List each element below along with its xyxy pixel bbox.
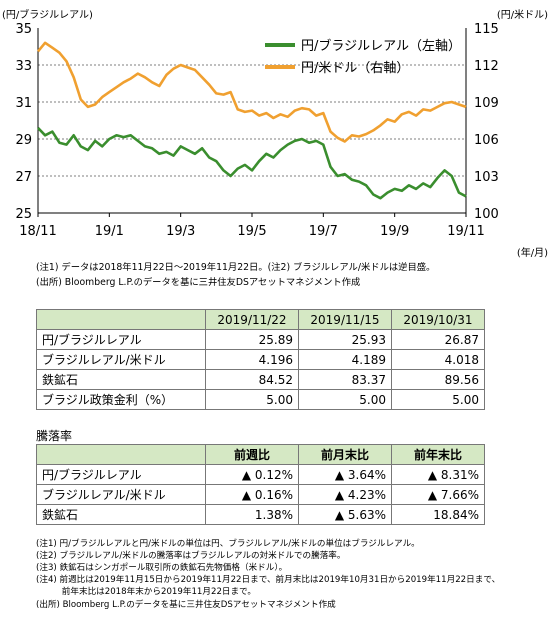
right-tick-label: 103: [474, 170, 499, 185]
series-line-1: [37, 126, 467, 200]
row-label: 円/ブラジルレアル: [36, 464, 206, 485]
left-tick-label: 35: [15, 22, 32, 37]
cell-value: 18.84%: [391, 504, 485, 525]
table-row: 鉄鉱石 1.38% ▲ 5.63% 18.84%: [36, 504, 485, 525]
cell-value: ▲ 0.16%: [205, 484, 299, 505]
row-label: ブラジルレアル/米ドル: [36, 349, 206, 370]
row-label: 鉄鉱石: [36, 369, 206, 390]
fluctuation-table-corner: [36, 444, 206, 465]
x-tick-label: 19/9: [380, 224, 409, 239]
table-row: 円/ブラジルレアル 25.89 25.93 26.87: [36, 329, 485, 350]
footnote-3: (注3) 鉄鉱石はシンガポール取引所の鉄鉱石先物価格（米ドル）。: [36, 563, 288, 573]
cell-value: ▲ 7.66%: [391, 484, 485, 505]
price-table-header: 2019/11/22 2019/11/15 2019/10/31: [36, 309, 485, 330]
x-tick-label: 19/1: [95, 224, 124, 239]
right-tick-label: 115: [474, 22, 499, 37]
right-tick-label: 100: [474, 207, 499, 222]
cell-value: 4.196: [205, 349, 299, 370]
fluctuation-table-col-3: 前年末比: [391, 444, 485, 465]
series-line-2: [36, 41, 467, 143]
footnote-5: 前年末比は2018年末から2019年11月22日まで。: [36, 587, 256, 597]
left-tick-label: 29: [15, 133, 32, 148]
left-tick-label: 27: [15, 170, 32, 185]
table-row: 鉄鉱石 84.52 83.37 89.56: [36, 369, 485, 390]
cell-value: 5.00: [391, 389, 485, 410]
cell-value: ▲ 3.64%: [298, 464, 392, 485]
price-table-col-3: 2019/10/31: [391, 309, 485, 330]
cell-value: 89.56: [391, 369, 485, 390]
cell-value: ▲ 8.31%: [391, 464, 485, 485]
price-table-col-2: 2019/11/15: [298, 309, 392, 330]
footnote-1: (注1) 円/ブラジルレアルと円/米ドルの単位は円、ブラジルレアル/米ドルの単位…: [36, 539, 420, 549]
row-label: 鉄鉱石: [36, 504, 206, 525]
right-tick-label: 106: [474, 133, 499, 148]
cell-value: ▲ 5.63%: [298, 504, 392, 525]
cell-value: 25.89: [205, 329, 299, 350]
left-tick-label: 25: [15, 207, 32, 222]
legend-label-1: 円/ブラジルレアル（左軸）: [301, 38, 461, 54]
fluctuation-table: 前週比 前月末比 前年末比 円/ブラジルレアル ▲ 0.12% ▲ 3.64% …: [36, 444, 485, 525]
cell-value: 4.189: [298, 349, 392, 370]
fluctuation-table-col-2: 前月末比: [298, 444, 392, 465]
x-tick-label: 18/11: [19, 224, 56, 239]
price-table: 2019/11/22 2019/11/15 2019/10/31 円/ブラジルレ…: [36, 309, 485, 410]
cell-value: 25.93: [298, 329, 392, 350]
left-tick-label: 31: [15, 96, 32, 111]
row-label: 円/ブラジルレアル: [36, 329, 206, 350]
row-label: ブラジル政策金利（%）: [36, 389, 206, 410]
left-tick-label: 33: [15, 59, 32, 74]
cell-value: 83.37: [298, 369, 392, 390]
cell-value: 84.52: [205, 369, 299, 390]
table-row: ブラジルレアル/米ドル 4.196 4.189 4.018: [36, 349, 485, 370]
footnote-4: (注4) 前週比は2019年11月15日から2019年11月22日まで、前月末比…: [36, 575, 501, 585]
cell-value: 1.38%: [205, 504, 299, 525]
fluctuation-table-col-1: 前週比: [205, 444, 299, 465]
right-axis-title: (円/米ドル): [497, 8, 548, 21]
x-unit-label: (年/月): [517, 246, 548, 259]
chart-note-1: (注1) データは2018年11月22日～2019年11月22日。(注2) ブラ…: [36, 262, 436, 273]
cell-value: ▲ 0.12%: [205, 464, 299, 485]
legend-label-2: 円/米ドル（右軸）: [301, 61, 409, 76]
table-row: ブラジルレアル/米ドル ▲ 0.16% ▲ 4.23% ▲ 7.66%: [36, 484, 485, 505]
cell-value: 4.018: [391, 349, 485, 370]
fluctuation-title: 騰落率: [36, 429, 73, 443]
cell-value: 26.87: [391, 329, 485, 350]
x-tick-label: 19/11: [447, 224, 484, 239]
x-tick-label: 19/5: [237, 224, 266, 239]
right-tick-label: 109: [474, 96, 499, 111]
x-tick-label: 19/7: [309, 224, 338, 239]
table-row: ブラジル政策金利（%） 5.00 5.00 5.00: [36, 389, 485, 410]
left-axis-title: (円/ブラジルレアル): [2, 8, 93, 21]
x-tick-label: 19/3: [166, 224, 195, 239]
cell-value: 5.00: [298, 389, 392, 410]
price-table-col-1: 2019/11/22: [205, 309, 299, 330]
fluctuation-table-header: 前週比 前月末比 前年末比: [36, 444, 485, 465]
cell-value: 5.00: [205, 389, 299, 410]
row-label: ブラジルレアル/米ドル: [36, 484, 206, 505]
cell-value: ▲ 4.23%: [298, 484, 392, 505]
right-tick-label: 112: [474, 59, 499, 74]
table-row: 円/ブラジルレアル ▲ 0.12% ▲ 3.64% ▲ 8.31%: [36, 464, 485, 485]
footnote-6: (出所) Bloomberg L.P.のデータを基に三井住友DSアセットマネジメ…: [36, 600, 336, 610]
footnote-2: (注2) ブラジルレアル/米ドルの騰落率はブラジルレアルの対米ドルでの騰落率。: [36, 551, 346, 561]
chart-note-2: (出所) Bloomberg L.P.のデータを基に三井住友DSアセットマネジメ…: [36, 277, 361, 288]
price-table-corner: [36, 309, 206, 330]
